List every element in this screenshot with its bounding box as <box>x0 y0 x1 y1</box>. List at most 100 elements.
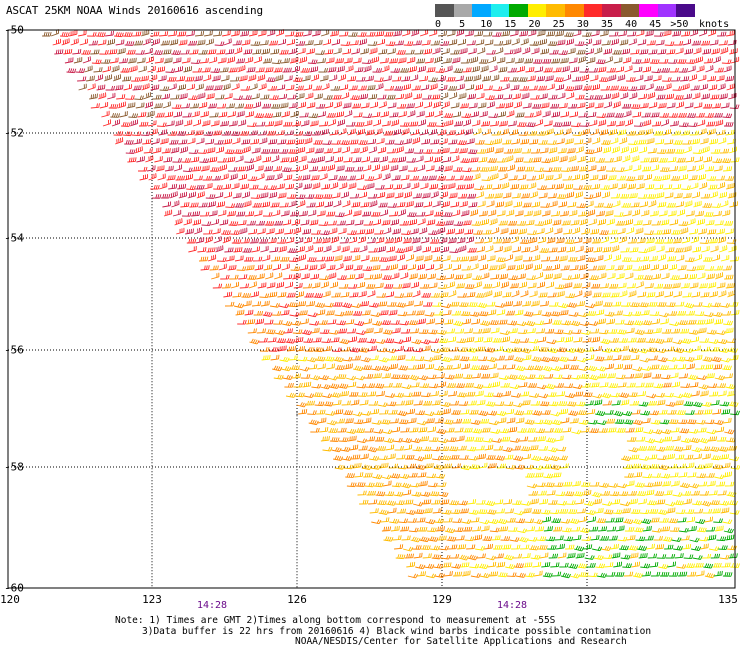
wind-barb <box>556 290 565 298</box>
wind-barb <box>596 518 607 524</box>
wind-barb <box>312 182 321 190</box>
wind-barb <box>505 57 515 64</box>
wind-barb <box>696 527 707 533</box>
wind-barb <box>462 67 472 73</box>
wind-barb <box>553 482 564 487</box>
wind-barb <box>363 318 372 325</box>
wind-barb <box>215 94 225 100</box>
wind-barb <box>519 30 528 37</box>
wind-barb <box>501 30 511 37</box>
wind-barb <box>136 57 146 64</box>
wind-barb <box>656 149 667 154</box>
wind-barb <box>410 29 420 37</box>
wind-barb <box>532 209 542 217</box>
wind-barb <box>640 157 650 163</box>
wind-barb <box>225 255 235 262</box>
wind-barb <box>282 374 293 380</box>
wind-barb <box>530 498 539 505</box>
wind-barb <box>728 553 738 559</box>
wind-barb <box>322 345 332 352</box>
wind-barb <box>540 203 550 208</box>
wind-barb <box>560 518 571 524</box>
wind-barb <box>488 571 499 577</box>
wind-barb <box>565 138 574 145</box>
wind-barb <box>695 518 706 524</box>
wind-barb <box>449 301 460 307</box>
wind-barb <box>337 275 347 280</box>
wind-barb <box>707 436 718 442</box>
wind-barb <box>517 329 528 335</box>
wind-barb <box>408 66 417 73</box>
wind-barb <box>336 119 346 127</box>
wind-barb <box>649 210 659 217</box>
wind-barb <box>526 427 536 433</box>
wind-barb <box>535 328 546 334</box>
wind-barb <box>707 128 716 136</box>
wind-barb <box>417 472 427 478</box>
wind-barb <box>474 84 484 91</box>
wind-barb <box>612 509 623 515</box>
wind-barb <box>465 30 474 37</box>
wind-barb <box>447 182 456 190</box>
wind-barb <box>282 219 292 226</box>
wind-barb <box>310 327 320 334</box>
wind-barb <box>381 526 392 532</box>
wind-barb <box>207 49 217 55</box>
wind-barb <box>688 329 699 335</box>
wind-barb <box>514 157 524 163</box>
wind-barb <box>363 220 374 226</box>
wind-barb <box>435 318 445 325</box>
wind-barb <box>427 175 437 181</box>
wind-barb <box>230 131 241 137</box>
wind-barb <box>682 348 693 353</box>
wind-barb <box>292 329 303 334</box>
wind-barb <box>440 554 451 560</box>
wind-barb <box>449 248 460 254</box>
wind-barb <box>194 130 204 136</box>
wind-barb <box>641 518 652 525</box>
wind-barb <box>117 48 126 55</box>
wind-barb <box>581 536 592 541</box>
wind-barb <box>571 429 582 435</box>
wind-barb <box>340 446 351 452</box>
wind-barb <box>418 480 428 487</box>
wind-barb <box>398 165 408 172</box>
wind-barb <box>684 257 695 263</box>
wind-barb <box>72 49 82 55</box>
wind-barb <box>714 318 724 325</box>
wind-barb <box>536 228 545 235</box>
wind-barb <box>405 509 416 515</box>
wind-barb <box>650 264 660 271</box>
wind-barb <box>549 200 558 208</box>
wind-barb <box>307 209 317 217</box>
wind-barb <box>339 238 350 244</box>
wind-barb <box>568 155 577 163</box>
wind-barb <box>315 50 325 55</box>
wind-barb <box>442 212 453 217</box>
wind-barb <box>649 59 660 64</box>
wind-barb <box>643 275 653 280</box>
wind-barb <box>360 102 370 109</box>
wind-barb <box>633 220 643 226</box>
wind-barb <box>160 40 170 46</box>
wind-barb <box>474 31 484 37</box>
wind-barb <box>616 427 626 433</box>
wind-barb <box>656 554 667 559</box>
wind-barb <box>476 246 485 253</box>
wind-barb <box>669 372 679 379</box>
wind-speed-colorbar: 0 5 10 15 20 25 30 35 40 45 >50 knots <box>435 4 735 32</box>
wind-barb <box>171 50 181 55</box>
wind-barb <box>638 498 647 505</box>
latitude-label: -60 <box>4 581 24 595</box>
time-label-left: 14:28 <box>196 600 228 611</box>
wind-barb <box>406 463 417 469</box>
wind-barb <box>368 499 378 505</box>
wind-barb <box>608 129 618 136</box>
wind-barb <box>296 301 307 307</box>
wind-barb <box>599 230 609 235</box>
wind-barb <box>629 92 638 100</box>
wind-barb <box>618 30 627 37</box>
wind-barb <box>413 456 425 462</box>
wind-barb <box>566 552 576 559</box>
wind-barb <box>312 392 323 398</box>
